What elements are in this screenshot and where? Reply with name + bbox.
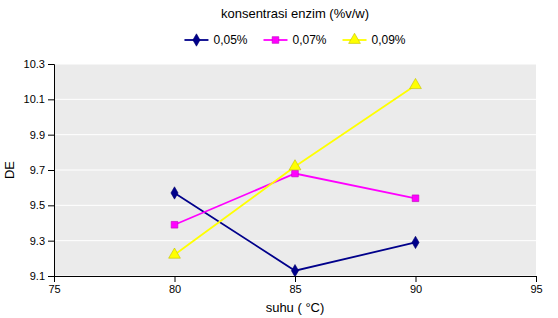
tick: 9.1 xyxy=(30,270,54,282)
tick-mark xyxy=(48,205,54,206)
series xyxy=(171,187,419,276)
data-point xyxy=(169,248,181,258)
x-axis: 75 80 85 90 95 xyxy=(48,276,542,295)
legend-label: 0,07% xyxy=(292,33,326,47)
tick-mark xyxy=(48,170,54,171)
data-point xyxy=(171,221,178,228)
legend: konsentrasi enzim (%v/w) 0,05% 0,07% 0,09% xyxy=(184,6,405,47)
legend-marker xyxy=(349,33,361,43)
tick-label: 9.1 xyxy=(30,270,45,282)
legend-item: 0,05% xyxy=(184,33,247,47)
grid-line xyxy=(54,240,536,241)
data-point xyxy=(412,236,419,248)
tick-label: 10.1 xyxy=(24,93,45,105)
axis-line xyxy=(48,65,55,277)
grid xyxy=(54,64,536,276)
tick: 9.9 xyxy=(30,129,54,141)
tick-label: 85 xyxy=(289,283,301,295)
data-point xyxy=(171,187,178,199)
series-line xyxy=(175,174,416,225)
series-group xyxy=(169,78,422,276)
legend-item: 0,09% xyxy=(343,33,406,47)
tick-mark xyxy=(48,64,54,65)
series xyxy=(169,78,422,258)
legend-items: 0,05% 0,07% 0,09% xyxy=(184,33,405,47)
tick: 9.7 xyxy=(30,164,54,176)
tick: 85 xyxy=(289,276,301,295)
tick: 9.3 xyxy=(30,235,54,247)
grid-line xyxy=(54,205,536,206)
tick-label: 75 xyxy=(48,283,60,295)
tick-mark xyxy=(536,276,537,282)
plot-background xyxy=(54,64,536,276)
legend-label: 0,09% xyxy=(372,33,406,47)
axis-line xyxy=(55,277,537,283)
tick: 95 xyxy=(530,276,542,295)
legend-item: 0,07% xyxy=(263,33,326,47)
legend-marker xyxy=(272,37,279,44)
tick: 10.3 xyxy=(24,58,54,70)
tick-mark xyxy=(48,276,54,277)
tick-mark xyxy=(48,99,54,100)
tick: 9.5 xyxy=(30,199,54,211)
legend-title: konsentrasi enzim (%v/w) xyxy=(221,6,369,21)
tick-label: 9.5 xyxy=(30,199,45,211)
legend-label: 0,05% xyxy=(213,33,247,47)
tick-label: 80 xyxy=(169,283,181,295)
series-line xyxy=(175,193,416,271)
tick-mark xyxy=(48,241,54,242)
data-point xyxy=(289,160,301,170)
chart: 75 80 85 90 95 9.1 9.3 9.5 9.7 9.9 10.1 10.3 suhu ( … xyxy=(0,0,558,318)
data-point xyxy=(412,195,419,202)
tick-mark xyxy=(175,276,176,282)
tick-label: 95 xyxy=(530,283,542,295)
plot: 75 80 85 90 95 9.1 9.3 9.5 9.7 9.9 10.1 10.3 suhu ( … xyxy=(2,58,543,315)
data-point xyxy=(292,170,299,177)
x-axis-title: suhu ( °C) xyxy=(266,300,325,315)
legend-marker xyxy=(193,34,200,46)
data-point xyxy=(410,78,422,88)
tick: 80 xyxy=(169,276,181,295)
tick-label: 9.7 xyxy=(30,164,45,176)
series xyxy=(171,170,419,228)
grid-line xyxy=(54,64,536,65)
tick-mark xyxy=(48,135,54,136)
tick-label: 9.3 xyxy=(30,235,45,247)
data-point xyxy=(291,265,298,276)
tick-mark xyxy=(295,276,296,282)
y-axis-title: DE xyxy=(2,161,17,179)
tick-label: 10.3 xyxy=(24,58,45,70)
series-line xyxy=(175,85,416,255)
tick: 75 xyxy=(48,276,60,295)
tick-label: 9.9 xyxy=(30,129,45,141)
tick-mark xyxy=(416,276,417,282)
grid-line xyxy=(54,134,536,135)
tick: 10.1 xyxy=(24,93,54,105)
tick-label: 90 xyxy=(410,283,422,295)
y-axis: 9.1 9.3 9.5 9.7 9.9 10.1 10.3 xyxy=(24,58,55,282)
grid-line xyxy=(54,99,536,100)
tick: 90 xyxy=(410,276,422,295)
